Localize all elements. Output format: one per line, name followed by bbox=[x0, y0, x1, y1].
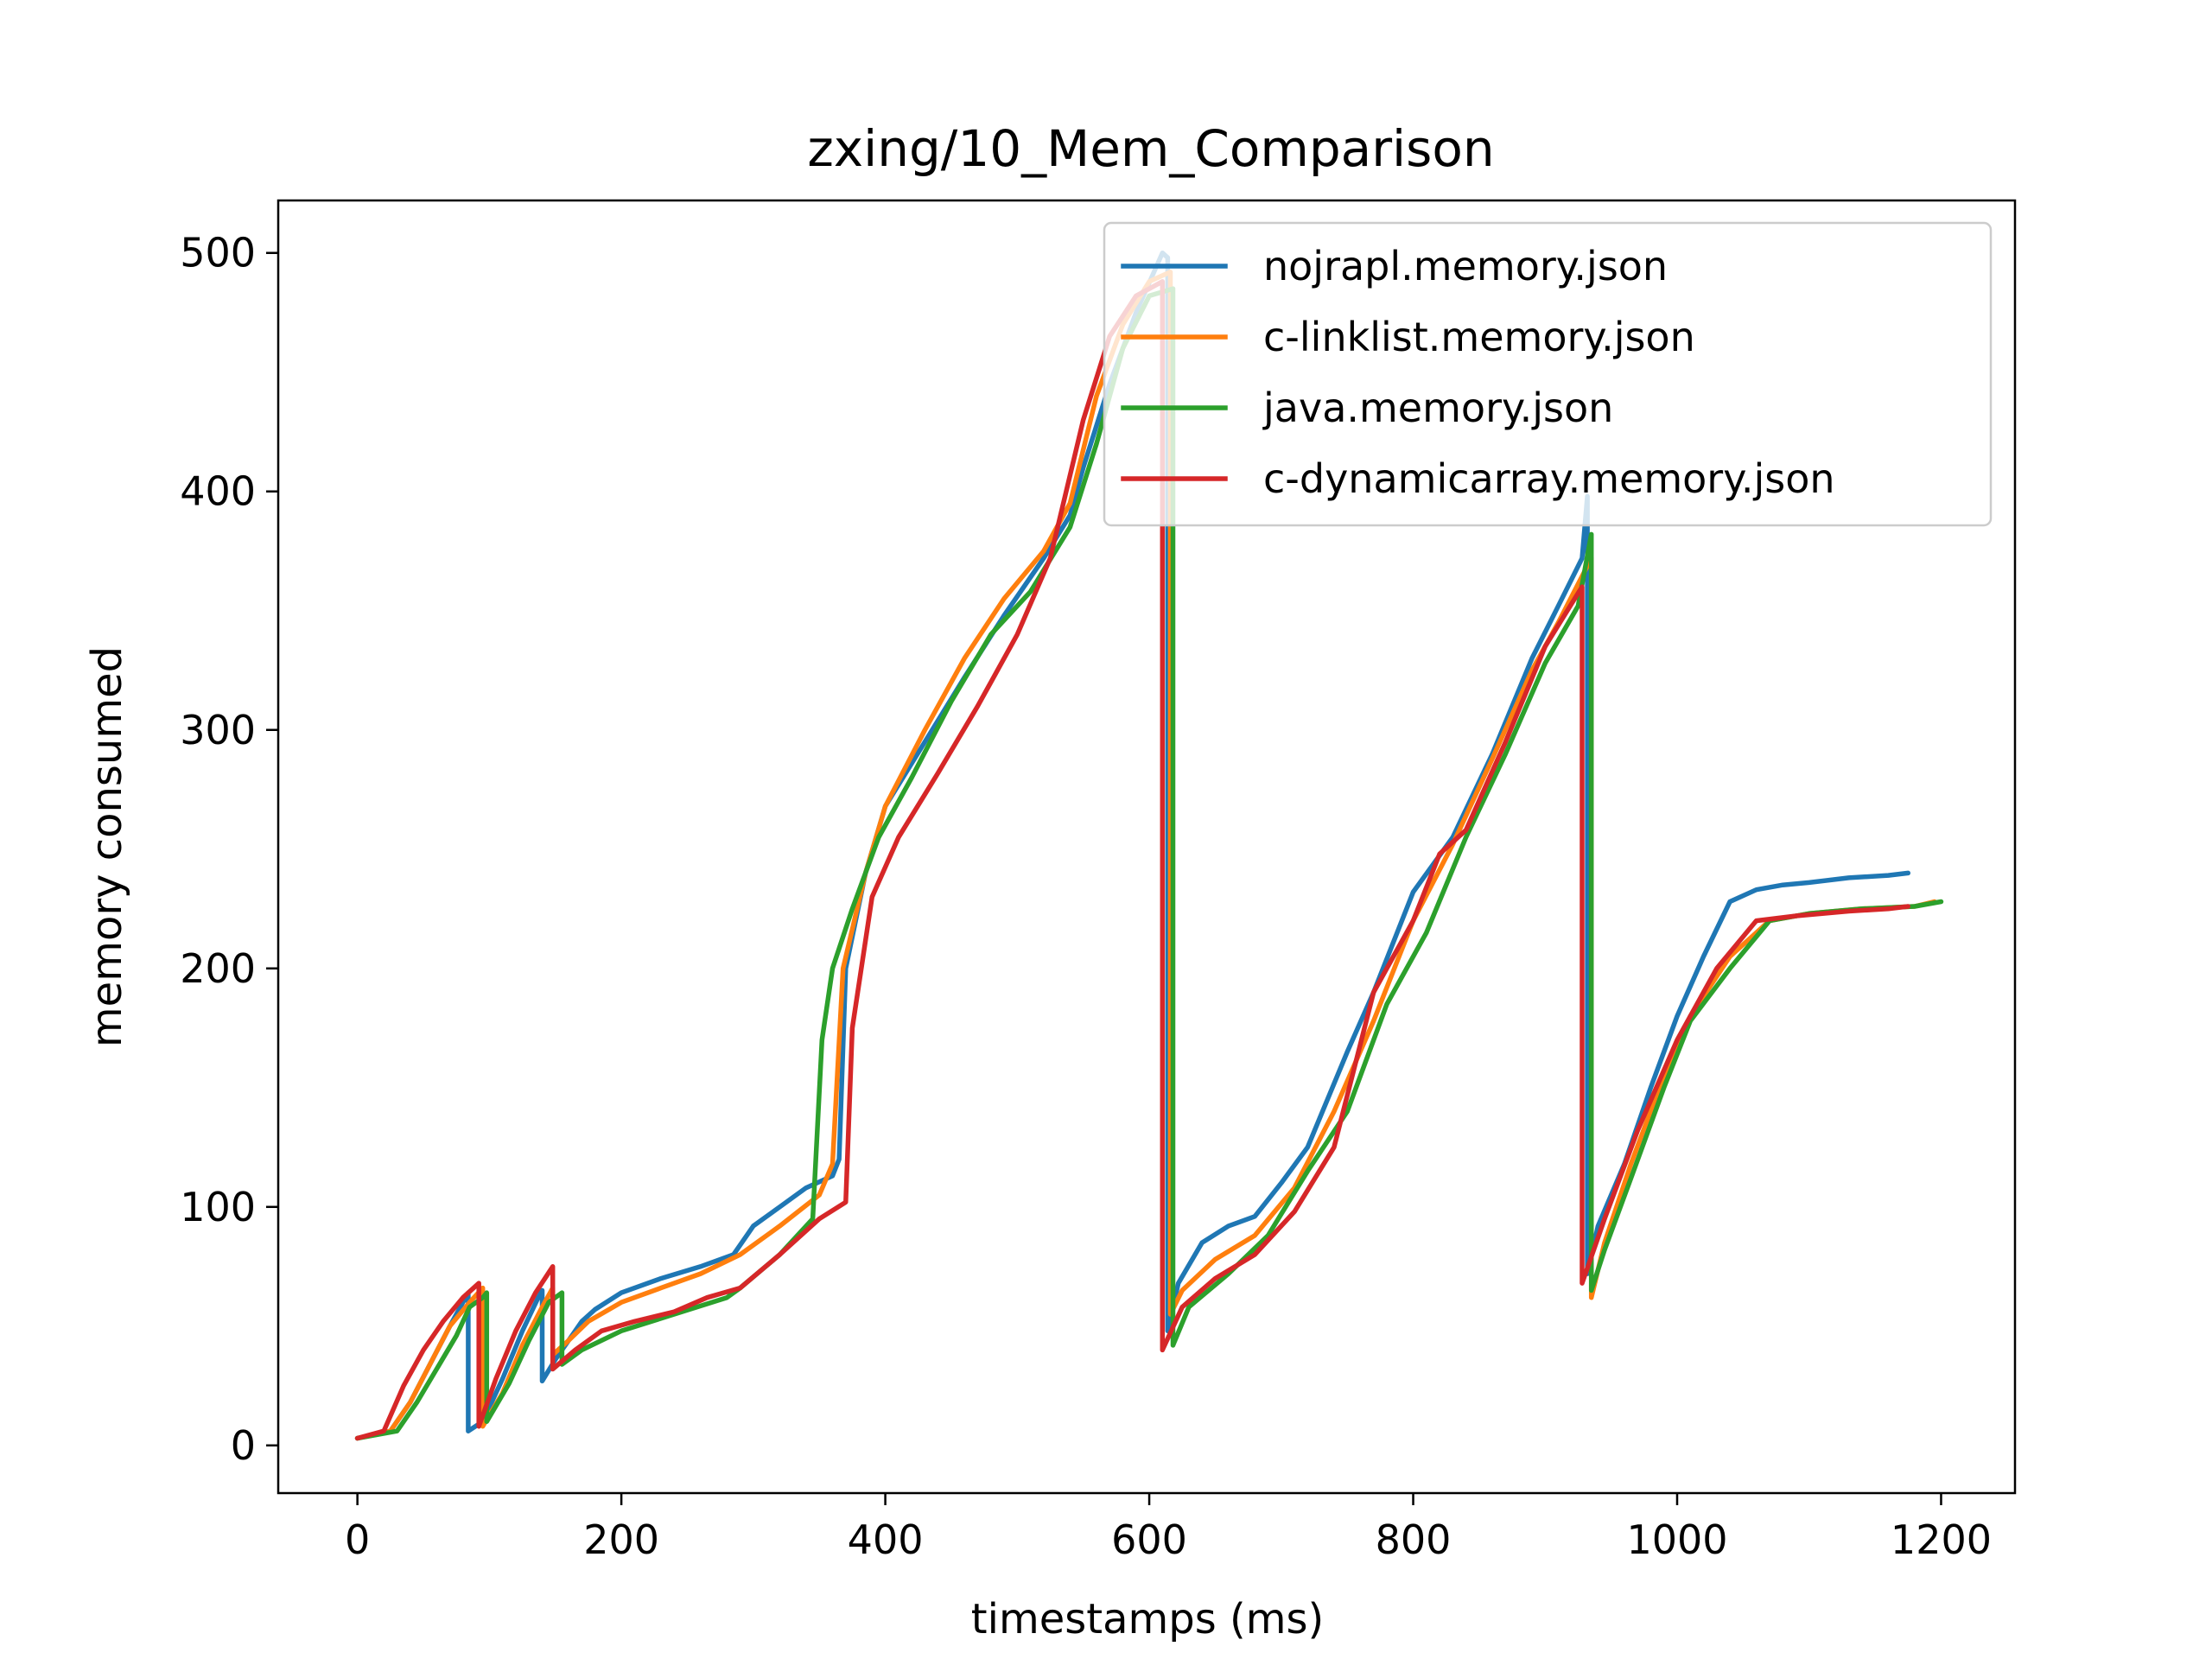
legend-label-c-linklist: c-linklist.memory.json bbox=[1263, 314, 1695, 360]
series-layer bbox=[354, 250, 1944, 1441]
y-tick-label: 400 bbox=[180, 468, 256, 515]
chart-title: zxing/10_Mem_Comparison bbox=[807, 119, 1494, 178]
x-tick-label: 1000 bbox=[1626, 1516, 1727, 1563]
x-tick-label: 200 bbox=[583, 1516, 659, 1563]
y-axis-ticks: 0 100 200 300 400 500 bbox=[180, 230, 278, 1469]
y-tick-label: 200 bbox=[180, 945, 256, 992]
x-tick-label: 1200 bbox=[1891, 1516, 1992, 1563]
x-axis-ticks: 0 200 400 600 800 1000 1200 bbox=[345, 1493, 1992, 1563]
x-tick-label: 600 bbox=[1111, 1516, 1187, 1563]
y-tick-label: 0 bbox=[231, 1422, 256, 1469]
plot-frame bbox=[276, 199, 2017, 1495]
x-tick-label: 0 bbox=[345, 1516, 370, 1563]
x-tick-label: 400 bbox=[848, 1516, 924, 1563]
y-tick-label: 300 bbox=[180, 707, 256, 753]
y-axis-label: memory consumed bbox=[83, 646, 131, 1047]
legend-label-java: java.memory.json bbox=[1262, 385, 1613, 431]
x-tick-label: 800 bbox=[1376, 1516, 1452, 1563]
legend-label-c-dynamicarray: c-dynamicarray.memory.json bbox=[1263, 455, 1835, 502]
legend-label-nojrapl: nojrapl.memory.json bbox=[1263, 243, 1668, 289]
x-axis-label: timestamps (ms) bbox=[971, 1595, 1324, 1643]
legend-box bbox=[1103, 221, 1993, 527]
y-tick-label: 500 bbox=[180, 230, 256, 276]
series-line-c-dynamicarray bbox=[354, 279, 1911, 1441]
legend: nojrapl.memory.json c-linklist.memory.jso… bbox=[1103, 221, 1993, 527]
y-tick-label: 100 bbox=[180, 1184, 256, 1230]
